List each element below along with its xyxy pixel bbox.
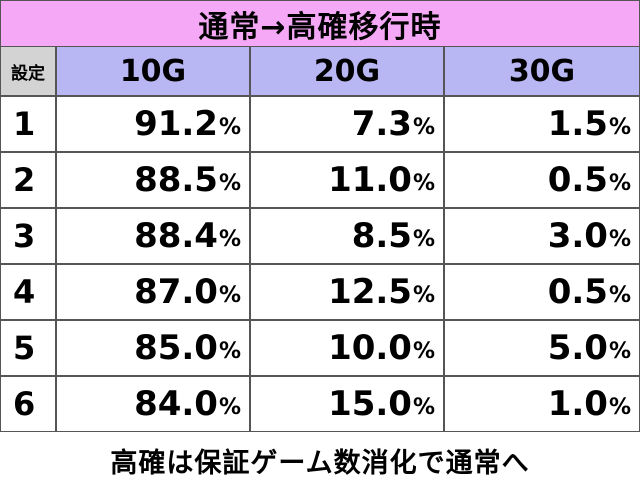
column-header-10g: 10G	[56, 46, 250, 96]
percent-sign: %	[608, 338, 631, 364]
value-cell: 84.0%	[56, 376, 250, 432]
value-number: 1.0	[547, 384, 608, 424]
value-cell: 8.5%	[250, 208, 444, 264]
value-cell: 87.0%	[56, 264, 250, 320]
value-number: 1.5	[547, 104, 608, 144]
table-title: 通常→高確移行時	[0, 0, 640, 48]
value-cell: 12.5%	[250, 264, 444, 320]
value-cell: 1.5%	[444, 96, 640, 152]
value-number: 87.0	[134, 272, 218, 312]
percent-sign: %	[412, 114, 435, 140]
percent-sign: %	[608, 114, 631, 140]
value-number: 3.0	[547, 216, 608, 256]
percent-sign: %	[608, 282, 631, 308]
value-number: 12.5	[328, 272, 412, 312]
value-cell: 10.0%	[250, 320, 444, 376]
setting-cell: 4	[0, 264, 56, 320]
value-number: 0.5	[547, 160, 608, 200]
column-header-30g: 30G	[444, 46, 640, 96]
table-row: 6 84.0% 15.0% 1.0%	[0, 376, 640, 432]
value-cell: 3.0%	[444, 208, 640, 264]
percent-sign: %	[608, 170, 631, 196]
value-number: 15.0	[328, 384, 412, 424]
setting-header: 設定	[0, 46, 56, 96]
value-cell: 7.3%	[250, 96, 444, 152]
percent-sign: %	[218, 282, 241, 308]
setting-cell: 3	[0, 208, 56, 264]
percent-sign: %	[412, 394, 435, 420]
value-cell: 85.0%	[56, 320, 250, 376]
percent-sign: %	[218, 394, 241, 420]
table-row: 3 88.4% 8.5% 3.0%	[0, 208, 640, 264]
percent-sign: %	[412, 170, 435, 196]
value-cell: 88.5%	[56, 152, 250, 208]
percent-sign: %	[218, 226, 241, 252]
value-number: 7.3	[351, 104, 412, 144]
setting-cell: 5	[0, 320, 56, 376]
setting-cell: 6	[0, 376, 56, 432]
table-row: 2 88.5% 11.0% 0.5%	[0, 152, 640, 208]
value-number: 5.0	[547, 328, 608, 368]
value-cell: 1.0%	[444, 376, 640, 432]
value-number: 84.0	[134, 384, 218, 424]
percent-sign: %	[412, 338, 435, 364]
table-row: 4 87.0% 12.5% 0.5%	[0, 264, 640, 320]
percent-sign: %	[412, 282, 435, 308]
value-cell: 0.5%	[444, 264, 640, 320]
setting-cell: 2	[0, 152, 56, 208]
table-row: 5 85.0% 10.0% 5.0%	[0, 320, 640, 376]
value-number: 91.2	[134, 104, 218, 144]
value-number: 88.4	[134, 216, 218, 256]
transition-table: 通常→高確移行時 設定 10G 20G 30G 1 91.2% 7.3% 1.5% 2 8…	[0, 0, 640, 432]
value-cell: 5.0%	[444, 320, 640, 376]
table-row: 1 91.2% 7.3% 1.5%	[0, 96, 640, 152]
value-number: 85.0	[134, 328, 218, 368]
percent-sign: %	[608, 226, 631, 252]
value-cell: 0.5%	[444, 152, 640, 208]
percent-sign: %	[218, 170, 241, 196]
value-number: 88.5	[134, 160, 218, 200]
value-cell: 91.2%	[56, 96, 250, 152]
value-cell: 88.4%	[56, 208, 250, 264]
value-number: 11.0	[328, 160, 412, 200]
value-number: 8.5	[351, 216, 412, 256]
setting-cell: 1	[0, 96, 56, 152]
value-number: 10.0	[328, 328, 412, 368]
value-number: 0.5	[547, 272, 608, 312]
percent-sign: %	[218, 338, 241, 364]
column-header-20g: 20G	[250, 46, 444, 96]
percent-sign: %	[218, 114, 241, 140]
footer-note: 高確は保証ゲーム数消化で通常へ	[110, 448, 530, 479]
percent-sign: %	[608, 394, 631, 420]
value-cell: 15.0%	[250, 376, 444, 432]
percent-sign: %	[412, 226, 435, 252]
value-cell: 11.0%	[250, 152, 444, 208]
